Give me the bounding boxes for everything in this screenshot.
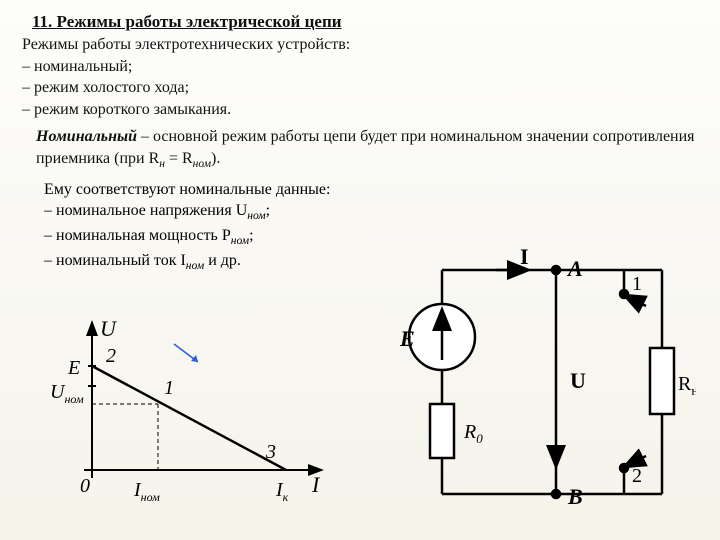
circuit-B-label: B: [567, 484, 583, 509]
nominal-label: Номинальный: [36, 128, 137, 145]
circuit-Rn-label: Rн: [678, 373, 696, 398]
graph-y-label: U: [100, 318, 118, 341]
intro-line: Режимы работы электротехнических устройс…: [22, 34, 698, 56]
params-intro: Ему соответствуют номинальные данные:: [44, 179, 698, 201]
circuit-I-label: I: [520, 246, 529, 269]
nominal-paragraph: Номинальный – основной режим работы цепи…: [22, 126, 698, 172]
graph-pt1: 1: [164, 377, 174, 399]
circuit-E-label: E: [399, 326, 415, 351]
graph-Ik-label: Iк: [275, 479, 289, 504]
graph-pt2: 2: [106, 345, 116, 367]
graph-x-label: I: [311, 472, 321, 497]
graph-Unom-label: Uном: [50, 381, 84, 406]
graph-Inom-label: Iном: [133, 479, 160, 504]
circuit-terminal-2: 2: [632, 465, 642, 487]
mode-3: – режим короткого замыкания.: [22, 99, 698, 121]
page-title: 11. Режимы работы электрической цепи: [22, 12, 698, 32]
circuit-A-label: A: [566, 256, 583, 281]
param-1: – номинальное напряжения Uном;: [44, 200, 698, 225]
graph-pt3: 3: [265, 441, 276, 463]
circuit-U-label: U: [570, 368, 586, 393]
mode-2: – режим холостого хода;: [22, 77, 698, 99]
circuit-R0-label: R0: [463, 421, 483, 446]
circuit-diagram: E I A B U R0 Rн 1 2: [396, 246, 696, 526]
circuit-terminal-1: 1: [632, 273, 642, 295]
mode-1: – номинальный;: [22, 56, 698, 78]
graph-origin: 0: [80, 475, 90, 497]
graph-voltage-current: 2 1 3 U I E Uном 0 Iном Iк: [40, 318, 340, 518]
graph-E-label: E: [67, 357, 80, 379]
